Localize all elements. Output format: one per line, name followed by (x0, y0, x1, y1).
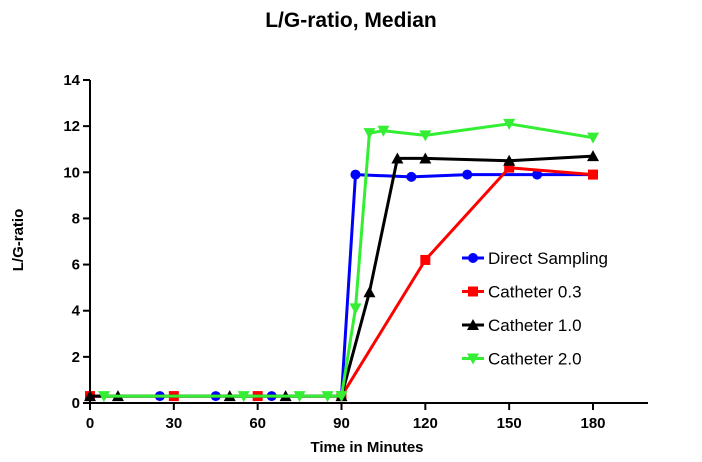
y-tick-label: 10 (63, 164, 80, 181)
data-point (406, 171, 417, 182)
data-point (462, 169, 473, 180)
data-point (391, 152, 404, 164)
series-4 (97, 118, 599, 403)
x-tick-label: 0 (86, 415, 94, 432)
data-point (97, 391, 110, 403)
y-tick-label: 4 (72, 303, 81, 320)
data-point (588, 169, 598, 180)
chart-title: L/G-ratio, Median (265, 9, 437, 32)
data-point (84, 390, 96, 402)
data-point (377, 125, 390, 137)
data-point (321, 391, 334, 403)
axes (89, 80, 648, 404)
legend: Direct Sampling Catheter 0.3 Catheter 1.0 C… (462, 249, 608, 369)
data-point (532, 169, 543, 180)
y-tick-label: 0 (72, 395, 80, 412)
ticks: 0 2 4 6 8 10 12 14 0 30 60 90 120 150 180 (63, 72, 605, 432)
legend-label: Catheter 0.3 (488, 283, 582, 302)
y-tick-label: 14 (63, 72, 80, 89)
y-tick-label: 6 (72, 257, 80, 274)
data-point (587, 150, 599, 162)
legend-item: Catheter 0.3 (462, 283, 582, 302)
x-tick-label: 30 (165, 415, 182, 432)
y-tick-label: 8 (72, 210, 80, 227)
data-point (504, 162, 515, 173)
legend-marker (467, 353, 479, 365)
data-point (503, 154, 516, 166)
legend-label: Catheter 1.0 (488, 316, 582, 335)
legend-item: Catheter 1.0 (462, 316, 582, 335)
legend-marker (468, 286, 478, 297)
legend-label: Direct Sampling (488, 249, 608, 268)
data-point (587, 132, 599, 144)
data-point (503, 118, 516, 130)
data-point (420, 254, 431, 265)
data-point (349, 303, 362, 315)
x-tick-label: 180 (580, 415, 605, 432)
series-layer (84, 118, 599, 403)
legend-item: Catheter 2.0 (462, 350, 582, 369)
legend-marker (467, 319, 479, 330)
data-point (419, 152, 432, 164)
x-tick-label: 120 (413, 415, 438, 432)
y-tick-label: 12 (63, 118, 80, 135)
data-point (335, 391, 348, 403)
data-point (293, 391, 306, 403)
data-point (363, 286, 376, 298)
x-tick-label: 60 (249, 415, 266, 432)
legend-label: Catheter 2.0 (488, 350, 582, 369)
data-point (237, 391, 250, 403)
x-tick-label: 150 (497, 415, 522, 432)
legend-item: Direct Sampling (462, 249, 608, 268)
x-tick-label: 90 (333, 415, 350, 432)
legend-marker (468, 253, 478, 263)
y-tick-label: 2 (72, 349, 80, 366)
x-axis-label: Time in Minutes (310, 439, 423, 456)
data-point (350, 169, 361, 180)
data-point (363, 128, 376, 140)
data-point (419, 130, 432, 142)
y-axis-label: L/G-ratio (10, 209, 27, 272)
